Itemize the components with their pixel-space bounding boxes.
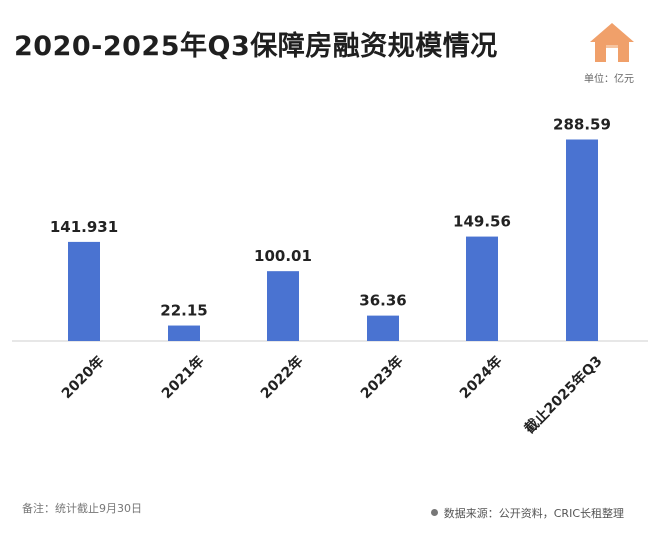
x-tick-label: 截止2025年Q3	[521, 353, 606, 438]
x-tick-label: 2022年	[257, 353, 306, 402]
chart-title: 2020-2025年Q3保障房融资规模情况	[14, 31, 498, 62]
data-label: 22.15	[160, 302, 207, 320]
data-label: 100.01	[254, 247, 312, 265]
data-label: 36.36	[359, 292, 406, 310]
data-label: 288.59	[553, 116, 611, 134]
data-label: 149.56	[453, 213, 511, 231]
house-icon	[590, 23, 634, 62]
bar	[566, 139, 598, 341]
unit-label: 单位：亿元	[584, 74, 634, 85]
bar	[466, 236, 498, 341]
footnote: 备注：统计截止9月30日	[22, 502, 142, 515]
data-source-text: 数据来源：公开资料，CRIC长租整理	[443, 507, 624, 520]
bar	[68, 241, 100, 341]
x-tick-label: 2021年	[158, 353, 207, 402]
bar	[367, 315, 399, 341]
x-tick-label: 2020年	[58, 353, 107, 402]
x-tick-label: 2023年	[357, 353, 406, 402]
bar	[168, 325, 200, 341]
bar	[267, 271, 299, 341]
data-source: 数据来源：公开资料，CRIC长租整理	[430, 505, 624, 521]
bullet-icon	[430, 509, 438, 516]
x-tick-label: 2024年	[456, 353, 505, 402]
data-label: 141.931	[50, 218, 118, 236]
bar-chart: 141.931 2020年 22.15 2021年 100.01 2022年 36.36 20…	[12, 116, 648, 438]
